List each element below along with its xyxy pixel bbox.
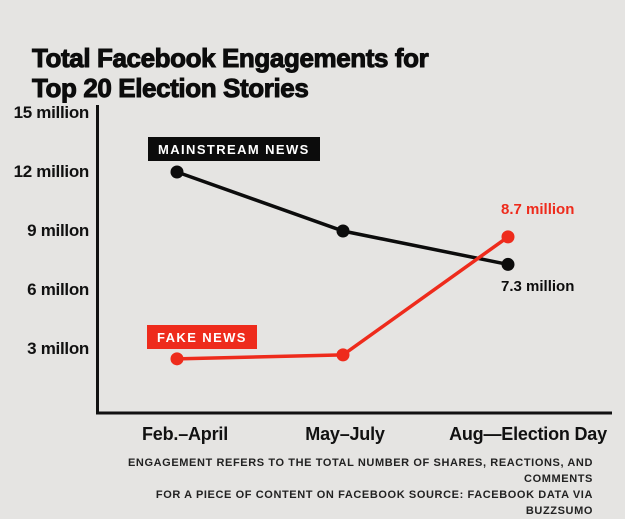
chart-title-line2: Top 20 Election Stories bbox=[31, 73, 309, 104]
y-tick-label-9m: 9 millon bbox=[27, 221, 89, 240]
data-point-mainstream-news-2 bbox=[501, 257, 515, 271]
end-value-label-fake-news: 8.7 million bbox=[501, 200, 575, 218]
data-point-fake-news-2 bbox=[501, 230, 515, 244]
footer-note: ENGAGEMENT REFERS TO THE TOTAL NUMBER OF… bbox=[93, 455, 593, 519]
chart-title-line1: Total Facebook Engagements for bbox=[31, 43, 429, 74]
x-tick-label-may-july: May–July bbox=[305, 424, 385, 444]
y-tick-label-3m: 3 millon bbox=[27, 339, 89, 358]
footer-note-line2: FOR A PIECE OF CONTENT ON FACEBOOK SOURC… bbox=[155, 489, 593, 517]
data-point-fake-news-1 bbox=[336, 348, 350, 362]
x-tick-label-feb-april: Feb.–April bbox=[141, 424, 229, 444]
footer-note-line1: ENGAGEMENT REFERS TO THE TOTAL NUMBER OF… bbox=[128, 457, 593, 485]
infographic-canvas: Total Facebook Engagements for Top 20 El… bbox=[13, 43, 612, 517]
chart-title: Total Facebook Engagements for Top 20 El… bbox=[31, 43, 429, 104]
y-tick-label-12m: 12 million bbox=[13, 162, 90, 181]
series-group bbox=[170, 165, 515, 366]
series-line-mainstream-news bbox=[176, 170, 509, 267]
legend-badge-mainstream-news: MAINSTREAM NEWS bbox=[148, 137, 320, 161]
y-tick-label-6m: 6 millon bbox=[27, 280, 89, 299]
x-tick-label-aug-election-day: Aug—Election Day bbox=[449, 424, 607, 444]
data-point-mainstream-news-1 bbox=[336, 224, 350, 238]
end-value-label-mainstream-news: 7.3 million bbox=[501, 278, 575, 296]
chart-plot bbox=[96, 105, 612, 415]
data-point-mainstream-news-0 bbox=[170, 165, 184, 179]
data-point-fake-news-0 bbox=[170, 352, 184, 366]
legend-badge-fake-news: FAKE NEWS bbox=[147, 325, 257, 349]
y-tick-label-15m: 15 million bbox=[13, 103, 90, 122]
